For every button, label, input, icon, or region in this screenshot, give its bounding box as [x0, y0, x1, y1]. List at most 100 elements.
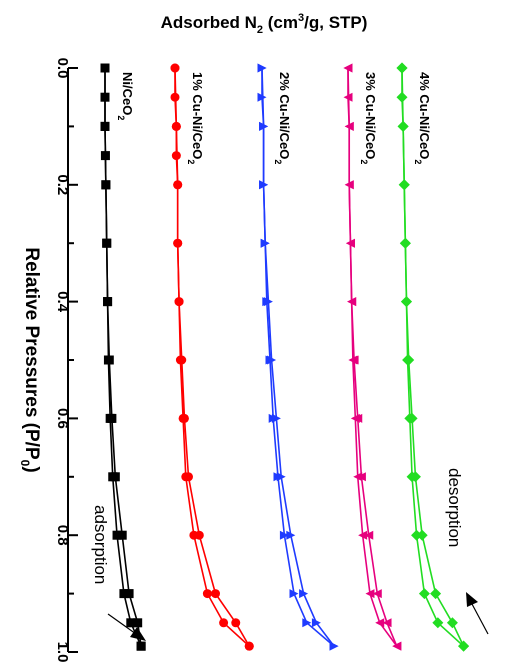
data-point — [343, 63, 353, 73]
data-point — [329, 641, 339, 651]
data-point — [219, 618, 229, 628]
data-point — [179, 413, 189, 423]
data-point — [110, 472, 120, 482]
annotation-layer: adsorption desorption — [91, 468, 489, 641]
data-point — [133, 618, 143, 628]
data-point — [211, 589, 220, 599]
data-point — [349, 355, 359, 365]
x-tick-label: 0.8 — [54, 525, 71, 546]
data-point — [112, 530, 122, 540]
data-point — [260, 238, 270, 248]
data-point — [344, 121, 354, 131]
adsorption-arrow-line — [107, 613, 137, 635]
data-point — [286, 530, 296, 540]
data-point — [119, 589, 129, 599]
chart-title: Adsorbed N2 (cm3/g, STP) — [161, 12, 368, 36]
data-point — [347, 297, 357, 307]
data-point — [107, 413, 117, 423]
data-point — [171, 121, 181, 131]
chart-title-text: Adsorbed N2 (cm3/g, STP) — [161, 12, 368, 36]
data-point — [344, 180, 354, 190]
annotation-adsorption: adsorption — [91, 505, 110, 584]
data-point — [136, 641, 146, 651]
data-point — [289, 589, 299, 599]
series-4: 3% Cu-Ni/CeO2 — [343, 63, 402, 651]
data-point — [392, 641, 402, 651]
data-point — [257, 63, 267, 73]
data-point — [100, 121, 110, 131]
series-line-desorption — [401, 67, 465, 647]
data-point — [173, 238, 183, 248]
data-point — [244, 641, 254, 651]
data-point — [302, 618, 312, 628]
series-line-desorption — [174, 67, 250, 647]
data-point — [432, 617, 444, 629]
series-line-desorption — [261, 67, 335, 647]
data-point — [271, 413, 281, 423]
desorption-arrow-line — [471, 603, 489, 635]
data-point — [259, 121, 269, 131]
annotation-desorption: desorption — [445, 468, 464, 547]
data-point — [170, 63, 180, 73]
data-point — [263, 297, 273, 307]
adsorption-arrowhead — [130, 627, 146, 641]
series-label: 1% Cu-Ni/CeO2 — [186, 72, 205, 164]
data-point — [101, 180, 111, 190]
data-point — [173, 180, 183, 190]
x-tick-label: 0.4 — [54, 291, 71, 313]
data-point — [174, 297, 184, 307]
series-label: Ni/CeO2 — [116, 72, 135, 120]
series-layer: Ni/CeO2 1% Cu-Ni/CeO2 2% Cu-Ni/CeO2 3% Cu-N… — [100, 62, 470, 652]
data-point — [279, 530, 289, 540]
data-point — [418, 588, 430, 600]
series-label: 3% Cu-Ni/CeO2 — [359, 72, 378, 164]
x-axis-label-text: Relative Pressures (P/P0) — [18, 247, 42, 472]
data-point — [104, 355, 114, 365]
x-axis: 0.0 0.2 0.4 0.6 0.8 1.0 — [54, 58, 78, 662]
data-point — [311, 618, 321, 628]
desorption-arrowhead — [466, 592, 478, 607]
series-2: 1% Cu-Ni/CeO2 — [170, 63, 254, 651]
series-line-desorption — [104, 68, 142, 647]
x-axis-label: Relative Pressures (P/P0) — [18, 247, 42, 472]
x-tick-label: 0.2 — [54, 174, 71, 195]
data-point — [259, 180, 269, 190]
data-point — [372, 589, 382, 599]
data-point — [397, 120, 409, 132]
series-3: 2% Cu-Ni/CeO2 — [257, 63, 339, 651]
data-point — [276, 472, 286, 482]
data-point — [375, 618, 385, 628]
data-point — [365, 589, 375, 599]
data-point — [396, 62, 408, 74]
data-point — [353, 413, 363, 423]
data-point — [416, 529, 428, 541]
data-point — [117, 530, 127, 540]
data-point — [126, 618, 136, 628]
data-point — [124, 589, 134, 599]
series-line-adsorption — [174, 68, 250, 647]
data-point — [231, 618, 241, 628]
data-point — [446, 617, 458, 629]
data-point — [411, 529, 423, 541]
data-point — [398, 179, 410, 191]
data-point — [194, 530, 204, 540]
data-point — [400, 296, 412, 308]
data-point — [299, 589, 309, 599]
x-tick-label: 0.6 — [54, 408, 71, 429]
x-tick-label: 0.0 — [54, 58, 71, 79]
data-point — [100, 63, 110, 73]
data-point — [458, 640, 470, 652]
series-1: Ni/CeO2 — [100, 63, 146, 651]
data-point — [202, 589, 212, 599]
data-point — [103, 297, 113, 307]
data-point — [430, 588, 442, 600]
data-point — [409, 471, 421, 483]
data-point — [184, 472, 193, 482]
data-point — [406, 412, 418, 424]
data-point — [356, 472, 366, 482]
data-point — [267, 355, 277, 365]
data-point — [177, 355, 187, 365]
series-label: 2% Cu-Ni/CeO2 — [273, 72, 292, 164]
series-5: 4% Cu-Ni/CeO2 — [396, 62, 470, 652]
